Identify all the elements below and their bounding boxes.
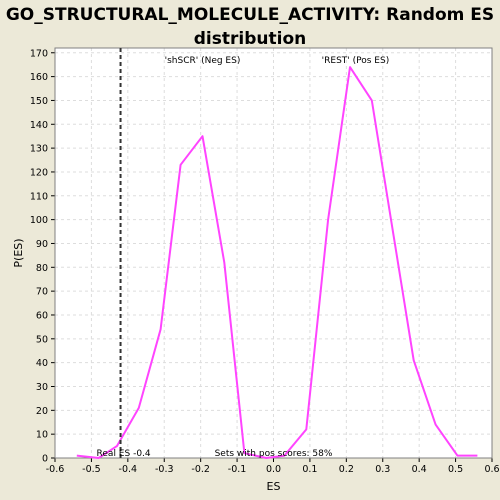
- y-tick-label: 110: [30, 191, 48, 202]
- y-tick-label: 100: [30, 215, 48, 226]
- x-tick-label: -0.5: [82, 464, 101, 475]
- axes: 0 10 20 30 40 50 60 70 80 90 100 110 120 130 140 150 160…: [30, 47, 500, 475]
- y-tick-label: 160: [30, 72, 48, 83]
- y-tick-label: 120: [30, 167, 48, 178]
- series-layer: [76, 66, 478, 459]
- x-tick-label: 0.2: [339, 464, 354, 475]
- annotations: 'shSCR' (Neg ES) 'REST' (Pos ES) Real ES -…: [97, 48, 390, 459]
- y-tick-label: 70: [36, 287, 48, 298]
- x-tick-label: -0.2: [191, 464, 210, 475]
- y-tick-label: 30: [36, 382, 48, 393]
- y-tick-label: 140: [30, 120, 48, 131]
- x-axis-label: ES: [267, 480, 281, 493]
- x-tick-label: -0.6: [46, 464, 65, 475]
- x-tick-label: -0.4: [119, 464, 138, 475]
- y-tick-label: 50: [36, 334, 48, 345]
- y-tick-label: 130: [30, 144, 48, 155]
- y-tick-label: 60: [36, 310, 48, 321]
- pos-es-label: 'REST' (Pos ES): [322, 56, 390, 66]
- pos-scores-label: Sets with pos scores: 58%: [215, 449, 333, 459]
- y-tick-label: 40: [36, 358, 48, 369]
- x-tick-label: -0.1: [228, 464, 247, 475]
- x-tick-label: 0.1: [302, 464, 317, 475]
- chart-title-line1: GO_STRUCTURAL_MOLECULE_ACTIVITY: Random …: [5, 5, 495, 25]
- x-tick-label: 0.4: [412, 464, 427, 475]
- x-tick-label: 0.3: [375, 464, 390, 475]
- real-es-value-label: Real ES -0.4: [97, 449, 151, 459]
- x-tick-label: -0.3: [155, 464, 174, 475]
- chart-title-line2: distribution: [193, 29, 307, 49]
- y-tick-label: 150: [30, 96, 48, 107]
- y-tick-label: 80: [36, 263, 48, 274]
- y-axis-label: P(ES): [12, 238, 25, 267]
- y-tick-label: 90: [36, 239, 48, 250]
- x-tick-label: 0.6: [484, 464, 499, 475]
- y-tick-label: 20: [36, 406, 48, 417]
- x-tick-label: 0.5: [448, 464, 463, 475]
- y-tick-label: 170: [30, 48, 48, 59]
- chart-title: GO_STRUCTURAL_MOLECULE_ACTIVITY: Random …: [0, 3, 500, 51]
- y-tick-label: 0: [42, 454, 48, 465]
- neg-es-label: 'shSCR' (Neg ES): [165, 56, 241, 66]
- x-tick-label: 0.0: [266, 464, 281, 475]
- series-line: [76, 66, 478, 459]
- y-tick-label: 10: [36, 430, 48, 441]
- grid: [54, 48, 493, 459]
